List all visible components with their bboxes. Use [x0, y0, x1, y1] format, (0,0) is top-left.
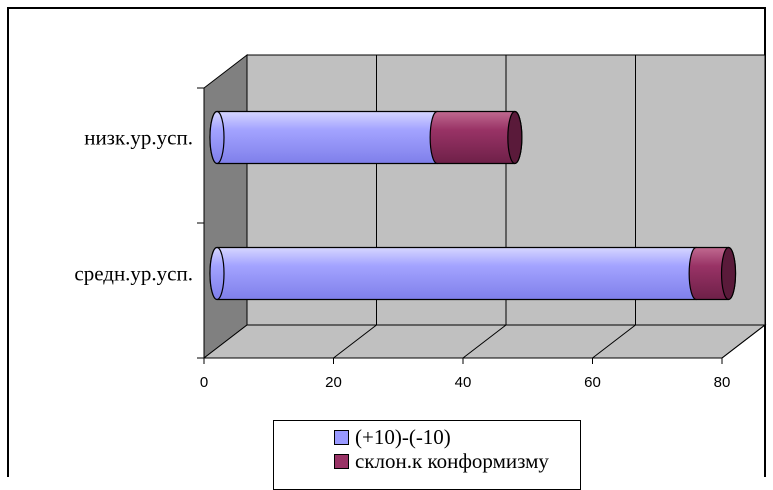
gridline-floor [592, 324, 636, 359]
legend-label-series-2: склон.к конформизму [355, 449, 549, 473]
gridline-floor [333, 324, 377, 359]
category-label: низк.ур.усп. [84, 126, 193, 150]
gridline-floor [462, 324, 507, 359]
bar-start-cap [209, 110, 225, 165]
legend-label-series-1: (+10)-(-10) [355, 425, 451, 449]
legend: (+10)-(-10) склон.к конформизму [273, 420, 581, 490]
x-tick-label: 0 [200, 374, 208, 391]
x-tick-label: 40 [455, 374, 472, 391]
legend-item-series-2: склон.к конформизму [334, 449, 580, 473]
side-wall [203, 53, 248, 360]
bar-start-cap [209, 246, 225, 301]
legend-swatch-series-2 [334, 453, 349, 469]
category-labels: низк.ур.усп. средн.ур.усп. [74, 126, 193, 286]
bar-end-cap [507, 110, 523, 165]
bar-1-2 [209, 246, 704, 301]
x-tick-label: 20 [325, 374, 342, 391]
chart: низк.ур.усп. средн.ур.усп. 0 20 40 60 80 [74, 53, 767, 391]
category-label: средн.ур.усп. [74, 262, 193, 286]
bar-end-cap [720, 246, 737, 301]
bars [209, 110, 737, 301]
gridline-floor [721, 324, 766, 359]
legend-swatch-series-1 [334, 429, 349, 445]
bar-1-1 [209, 110, 445, 165]
x-axis-ticks: 0 20 40 60 80 [197, 87, 731, 391]
legend-item-series-1: (+10)-(-10) [334, 425, 580, 449]
x-tick-label: 80 [714, 374, 731, 391]
x-tick-label: 60 [584, 374, 601, 391]
